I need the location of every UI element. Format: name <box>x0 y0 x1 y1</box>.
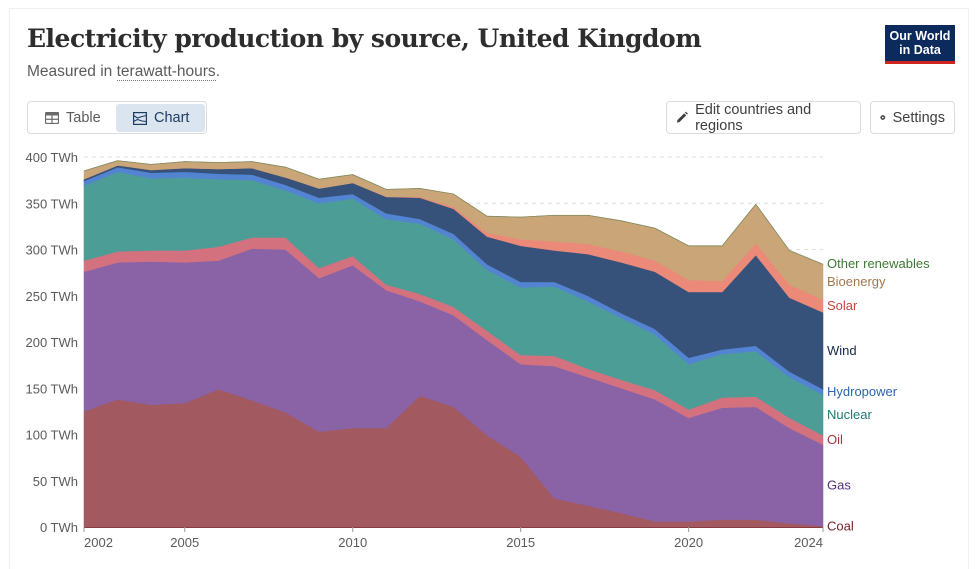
y-tick-label: 150 TWh <box>25 381 78 396</box>
subtitle-suffix: . <box>215 63 220 80</box>
legend-label-nuclear[interactable]: Nuclear <box>827 407 872 422</box>
tab-chart-label: Chart <box>154 110 190 126</box>
x-axis: 2002 2005 2010 2015 2020 2024 <box>83 527 824 550</box>
subtitle-prefix: Measured in <box>27 63 117 80</box>
owid-logo[interactable]: Our World in Data <box>885 25 955 64</box>
y-tick-label: 400 TWh <box>25 150 78 165</box>
page-title: Electricity production by source, United… <box>27 24 702 53</box>
legend: Coal Gas Oil Nuclear Hydropower Wind Solar Bioe… <box>827 256 930 534</box>
gear-icon <box>880 114 886 121</box>
view-toggle: Table Chart <box>27 101 207 134</box>
legend-label-oil[interactable]: Oil <box>827 432 843 447</box>
legend-label-coal[interactable]: Coal <box>827 519 854 534</box>
legend-label-gas[interactable]: Gas <box>827 477 851 492</box>
x-tick-label: 2020 <box>674 535 703 550</box>
settings-label: Settings <box>892 109 945 126</box>
y-tick-label: 50 TWh <box>33 474 78 489</box>
x-tick-label: 2010 <box>338 535 367 550</box>
y-tick-label: 300 TWh <box>25 243 78 258</box>
y-tick-label: 200 TWh <box>25 335 78 350</box>
table-icon <box>45 112 59 124</box>
tab-table-label: Table <box>66 110 101 126</box>
tab-chart[interactable]: Chart <box>116 104 205 132</box>
legend-label-bioenergy[interactable]: Bioenergy <box>827 274 886 289</box>
x-tick-label: 2015 <box>506 535 535 550</box>
y-tick-label: 0 TWh <box>40 520 78 535</box>
x-tick-label: 2005 <box>170 535 199 550</box>
legend-label-solar[interactable]: Solar <box>827 298 858 313</box>
y-axis: 0 TWh 50 TWh 100 TWh 150 TWh 200 TWh 250 TWh 3… <box>25 150 78 535</box>
y-tick-label: 250 TWh <box>25 289 78 304</box>
edit-countries-label: Edit countries and regions <box>695 101 812 134</box>
logo-line-1: Our World <box>889 29 951 43</box>
chart-icon <box>133 111 147 125</box>
settings-button[interactable]: Settings <box>870 101 955 134</box>
area-layers <box>83 160 824 528</box>
tab-table[interactable]: Table <box>30 104 114 132</box>
pencil-icon <box>676 111 688 123</box>
logo-line-2: in Data <box>899 43 941 57</box>
legend-label-wind[interactable]: Wind <box>827 343 857 358</box>
stacked-area-chart: 0 TWh 50 TWh 100 TWh 150 TWh 200 TWh 250 TWh 3… <box>25 150 930 550</box>
subtitle: Measured in terawatt-hours. <box>27 63 220 81</box>
total-outline <box>83 160 824 265</box>
x-tick-label: 2024 <box>794 535 823 550</box>
y-tick-label: 350 TWh <box>25 196 78 211</box>
legend-label-hydropower[interactable]: Hydropower <box>827 384 898 399</box>
y-tick-label: 100 TWh <box>25 428 78 443</box>
unit-definition-link[interactable]: terawatt-hours <box>116 63 216 81</box>
legend-label-other-renewables[interactable]: Other renewables <box>827 256 930 271</box>
edit-countries-button[interactable]: Edit countries and regions <box>666 101 861 134</box>
x-tick-label: 2002 <box>84 535 113 550</box>
